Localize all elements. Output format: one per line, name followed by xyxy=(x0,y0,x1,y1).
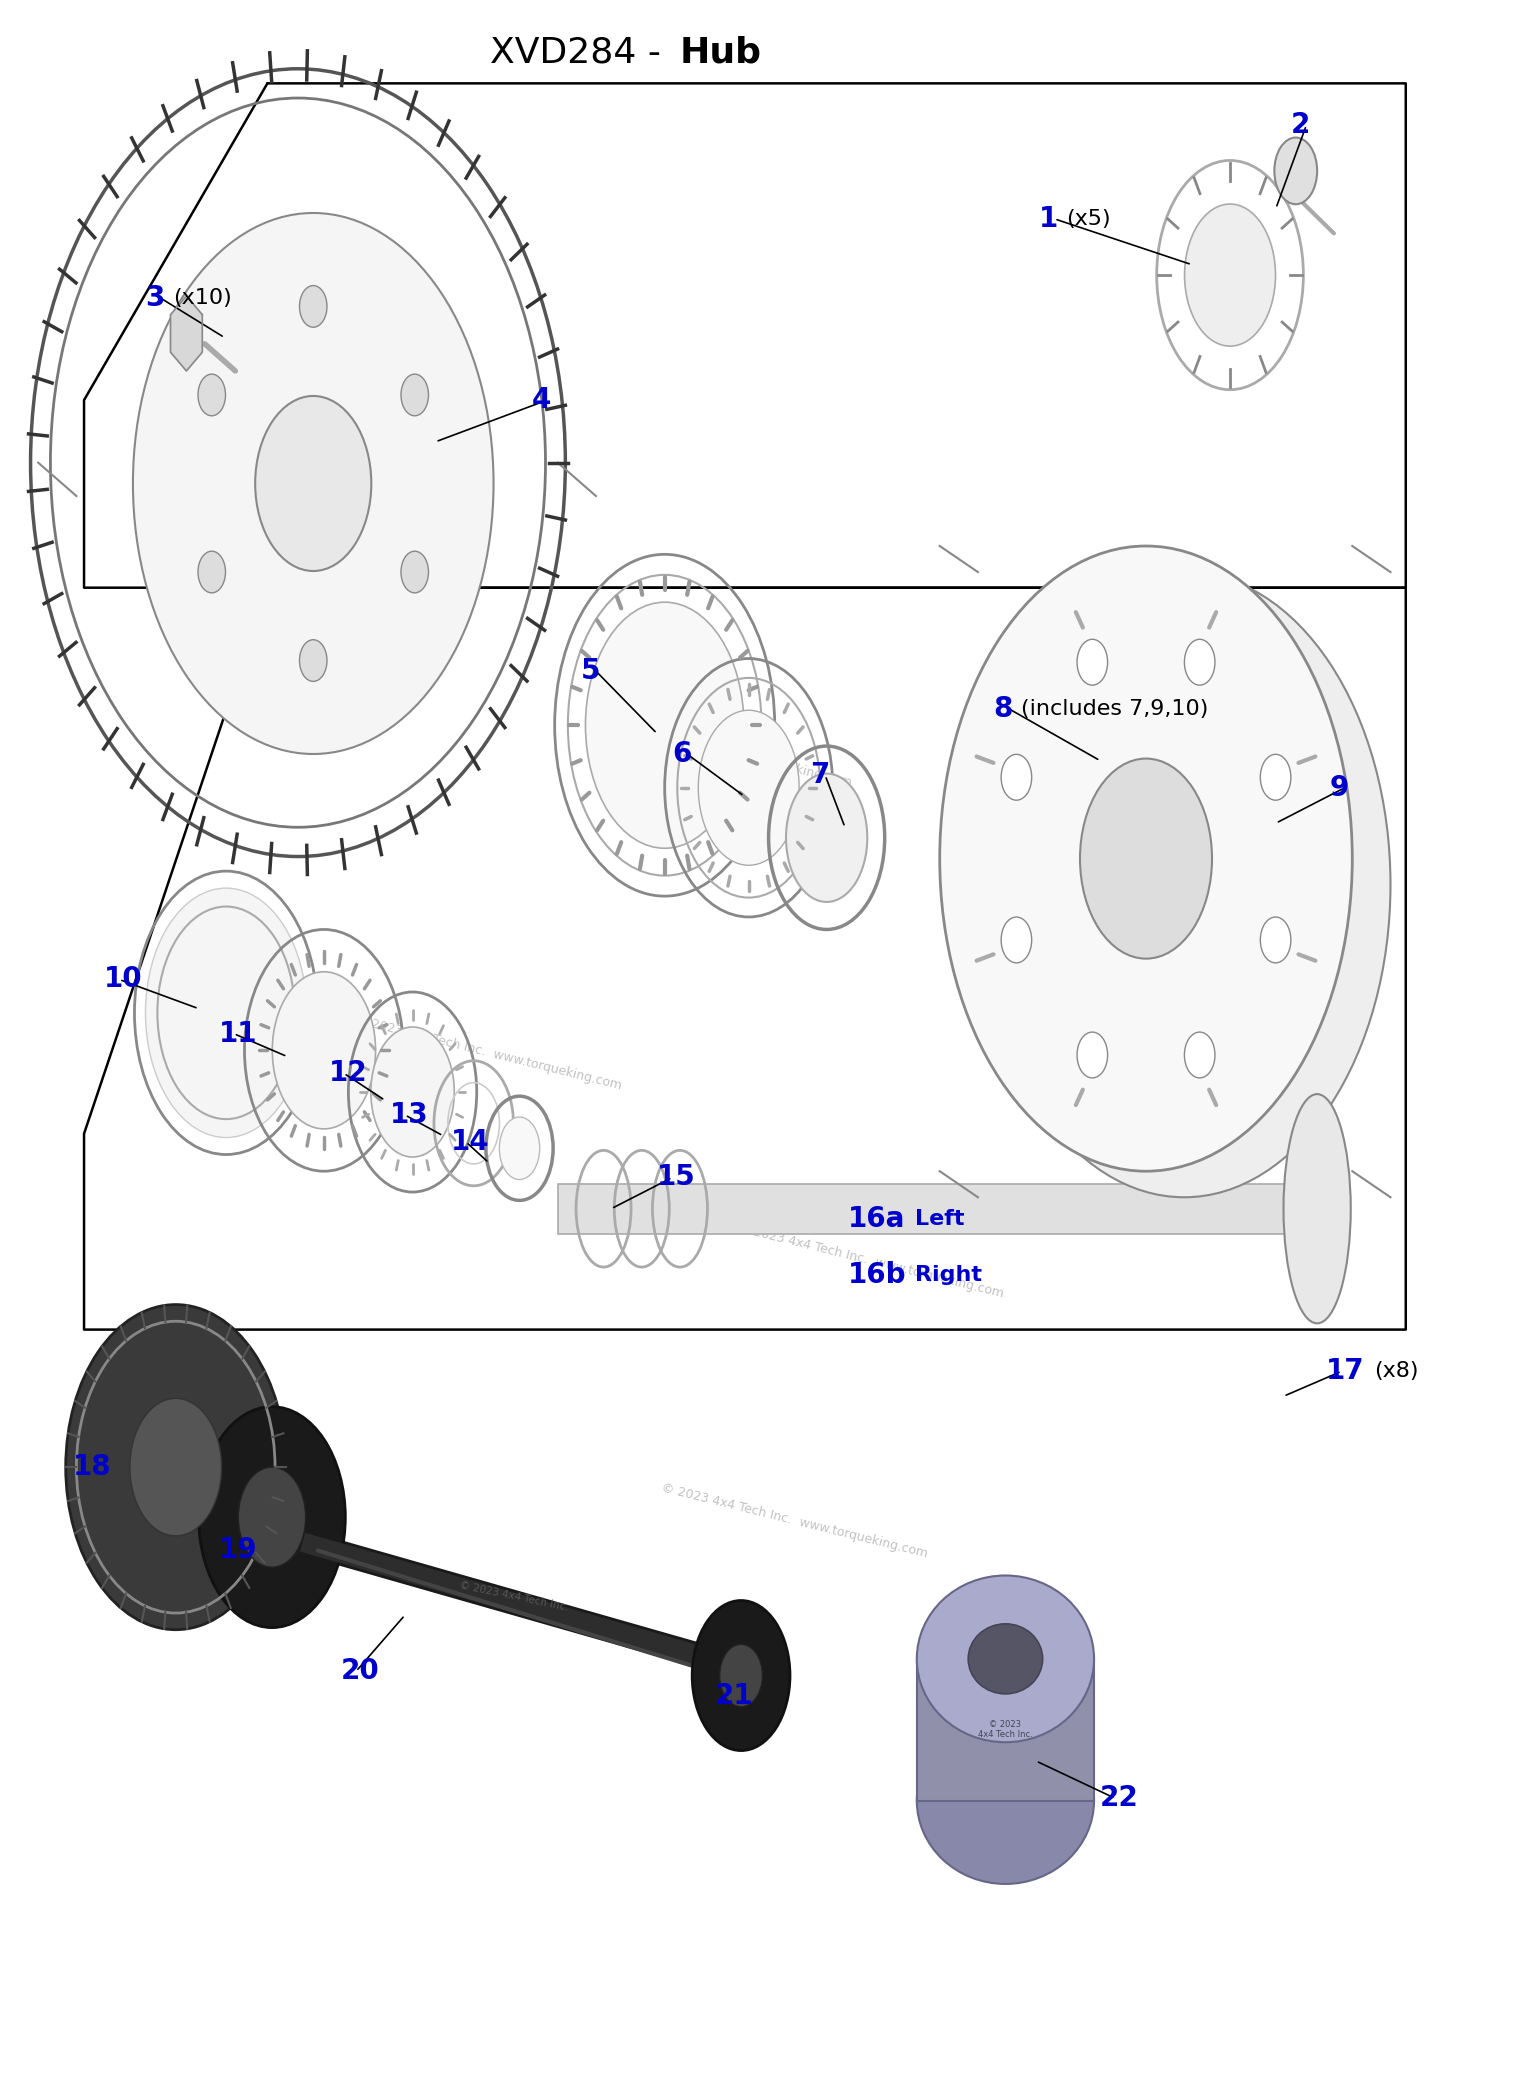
Text: 19: 19 xyxy=(219,1536,257,1565)
Text: 8: 8 xyxy=(993,694,1013,723)
Text: © 2023 4x4 Tech Inc.: © 2023 4x4 Tech Inc. xyxy=(458,1580,570,1613)
Text: 16a: 16a xyxy=(848,1205,906,1234)
Ellipse shape xyxy=(199,550,226,592)
Ellipse shape xyxy=(1001,754,1031,800)
Text: 7: 7 xyxy=(810,761,830,790)
Ellipse shape xyxy=(66,1305,286,1630)
Ellipse shape xyxy=(1274,138,1317,204)
Ellipse shape xyxy=(969,1623,1042,1694)
Text: © 2023 4x4 Tech Inc.  www.torqueking.com: © 2023 4x4 Tech Inc. www.torqueking.com xyxy=(202,419,471,498)
Text: 21: 21 xyxy=(715,1682,753,1711)
Polygon shape xyxy=(171,296,202,371)
Ellipse shape xyxy=(199,375,226,417)
Text: 1: 1 xyxy=(1039,204,1059,233)
Ellipse shape xyxy=(272,971,376,1130)
Ellipse shape xyxy=(400,550,428,592)
Ellipse shape xyxy=(238,1467,306,1567)
Ellipse shape xyxy=(978,573,1390,1196)
Text: (x5): (x5) xyxy=(1067,208,1111,229)
Text: 14: 14 xyxy=(451,1127,489,1157)
Ellipse shape xyxy=(400,375,428,417)
Ellipse shape xyxy=(1261,754,1291,800)
Ellipse shape xyxy=(299,286,327,327)
Ellipse shape xyxy=(199,1407,345,1628)
Text: 15: 15 xyxy=(657,1163,695,1192)
Text: (x10): (x10) xyxy=(173,288,231,308)
Ellipse shape xyxy=(1184,204,1276,346)
Ellipse shape xyxy=(255,396,371,571)
Ellipse shape xyxy=(133,213,494,754)
Text: © 2023 4x4 Tech Inc.  www.torqueking.com: © 2023 4x4 Tech Inc. www.torqueking.com xyxy=(660,1482,929,1561)
Ellipse shape xyxy=(917,1717,1094,1884)
Text: (x8): (x8) xyxy=(1374,1361,1418,1382)
Polygon shape xyxy=(558,1184,1299,1234)
Text: 18: 18 xyxy=(73,1453,112,1482)
Text: Left: Left xyxy=(915,1209,964,1230)
Ellipse shape xyxy=(500,1117,539,1180)
Text: (includes 7,9,10): (includes 7,9,10) xyxy=(1021,698,1209,719)
Ellipse shape xyxy=(692,1601,790,1751)
Ellipse shape xyxy=(145,888,307,1138)
Text: 2: 2 xyxy=(1291,110,1311,140)
Text: 12: 12 xyxy=(329,1059,367,1088)
Text: Hub: Hub xyxy=(680,35,762,69)
Text: 13: 13 xyxy=(390,1100,428,1130)
Text: 6: 6 xyxy=(672,740,692,769)
Ellipse shape xyxy=(720,1644,762,1707)
Text: © 2023 4x4 Tech Inc.  www.torqueking.com: © 2023 4x4 Tech Inc. www.torqueking.com xyxy=(584,711,853,790)
Text: © 2023
4x4 Tech Inc.: © 2023 4x4 Tech Inc. xyxy=(978,1719,1033,1740)
Text: 17: 17 xyxy=(1326,1357,1365,1386)
Ellipse shape xyxy=(1184,640,1215,686)
Text: 11: 11 xyxy=(219,1019,257,1048)
Text: © 2023 4x4 Tech Inc.  www.torqueking.com: © 2023 4x4 Tech Inc. www.torqueking.com xyxy=(736,1221,1005,1300)
Text: 9: 9 xyxy=(1329,773,1349,802)
Ellipse shape xyxy=(1184,1032,1215,1077)
Text: 5: 5 xyxy=(581,656,601,686)
Ellipse shape xyxy=(785,773,868,902)
Ellipse shape xyxy=(371,1027,454,1157)
Ellipse shape xyxy=(130,1398,222,1536)
Ellipse shape xyxy=(585,602,744,848)
Text: 22: 22 xyxy=(1100,1784,1138,1813)
Ellipse shape xyxy=(1284,1094,1351,1323)
Ellipse shape xyxy=(1077,640,1108,686)
Text: © 2023 4x4 Tech Inc.  www.torqueking.com: © 2023 4x4 Tech Inc. www.torqueking.com xyxy=(354,1013,623,1092)
Ellipse shape xyxy=(917,1576,1094,1742)
Text: 4: 4 xyxy=(532,386,552,415)
Ellipse shape xyxy=(1261,917,1291,963)
Ellipse shape xyxy=(1001,917,1031,963)
Text: 20: 20 xyxy=(341,1657,379,1686)
Text: 3: 3 xyxy=(145,283,165,313)
Ellipse shape xyxy=(1077,1032,1108,1077)
Text: 16b: 16b xyxy=(848,1261,906,1290)
Text: Right: Right xyxy=(915,1265,983,1286)
Ellipse shape xyxy=(299,640,327,681)
Ellipse shape xyxy=(1080,759,1212,959)
Ellipse shape xyxy=(698,711,799,865)
Text: XVD284 -: XVD284 - xyxy=(490,35,672,69)
Polygon shape xyxy=(917,1659,1094,1801)
Text: 10: 10 xyxy=(104,965,142,994)
Ellipse shape xyxy=(940,546,1352,1171)
